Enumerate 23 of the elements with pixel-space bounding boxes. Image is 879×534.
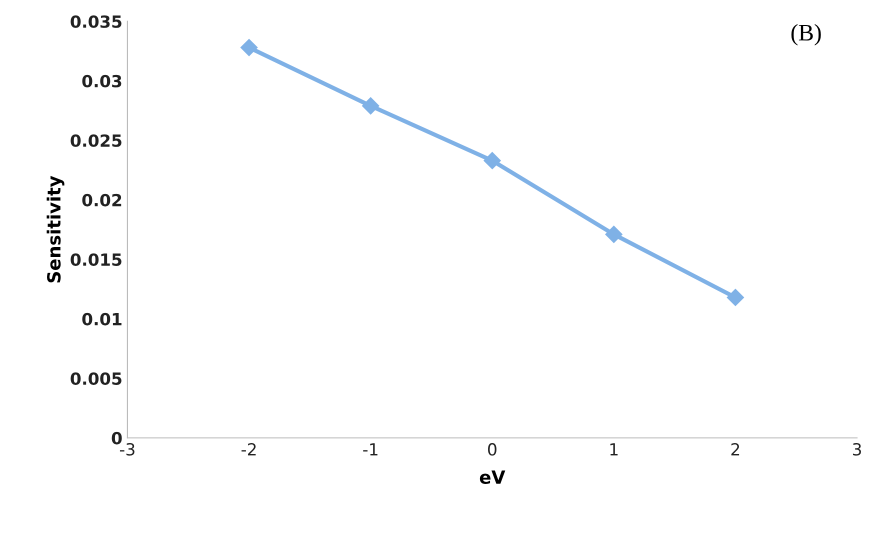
y-tick-label: 0.025 [70,134,122,147]
y-axis-title: Sensitivity [46,176,64,282]
point [484,152,501,170]
y-tick-label: 0.01 [82,312,122,326]
x-tick-label: -3 [120,443,134,456]
point [240,38,258,56]
annotation: (B) [791,24,821,46]
point [362,97,380,114]
x-tick-label: 1 [610,443,618,456]
x-axis-title: eV [480,470,506,484]
point [726,288,744,306]
x-tick-label: 0 [488,443,496,456]
y-tick-label: 0.03 [82,74,122,88]
y-tick-label: 0.035 [70,15,122,28]
y-tick-label: 0 [112,432,122,444]
x-tick-label: -1 [363,443,378,456]
x-tick-label: 3 [852,443,861,456]
y-tick-label: 0.015 [70,253,122,266]
y-tick-label: 0.02 [82,194,122,206]
point [605,226,622,243]
x-tick-label: -2 [242,443,256,456]
y-tick-label: 0.005 [70,372,122,385]
x-tick-label: 2 [731,443,740,456]
